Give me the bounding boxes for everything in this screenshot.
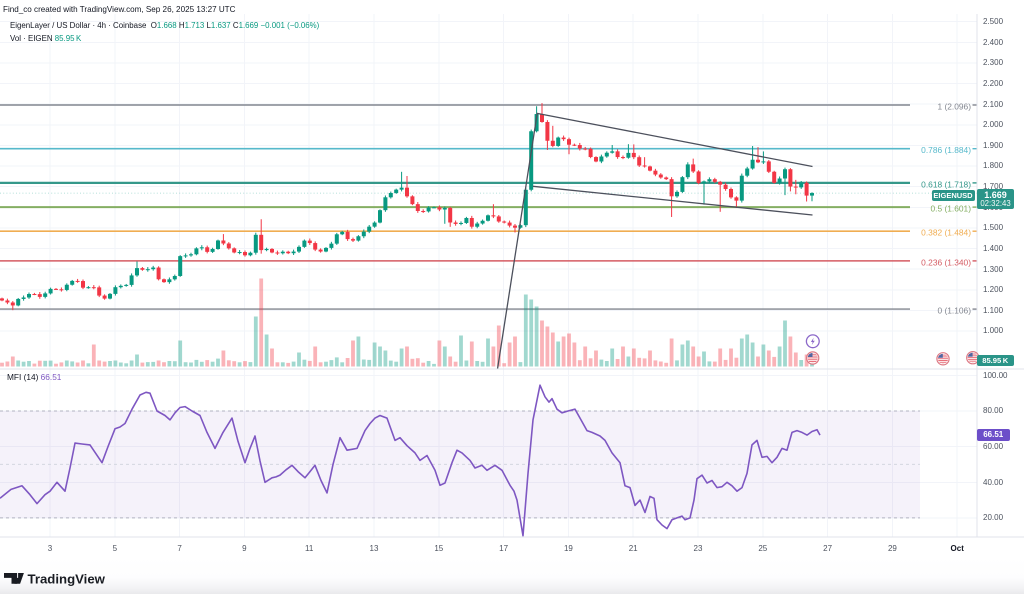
svg-text:0.382 (1.484): 0.382 (1.484) [921,228,971,238]
svg-text:0.786 (1.884): 0.786 (1.884) [921,145,971,155]
svg-text:0.5 (1.601): 0.5 (1.601) [930,204,971,214]
svg-text:0.236 (1.340): 0.236 (1.340) [921,257,971,267]
svg-text:0.618 (1.718): 0.618 (1.718) [921,179,971,189]
svg-text:1 (2.096): 1 (2.096) [937,101,971,111]
svg-text:0 (1.106): 0 (1.106) [937,306,971,316]
svg-text:TradingView: TradingView [27,573,105,587]
